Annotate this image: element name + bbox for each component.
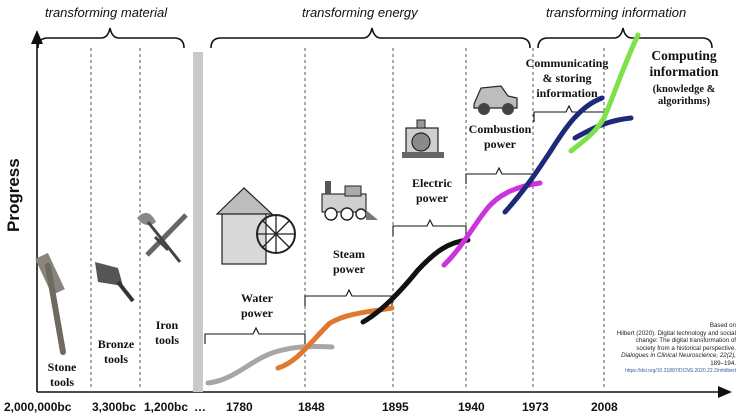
label-steam-power: Steam power <box>333 247 365 276</box>
label-bronze-tools: Bronze tools <box>97 337 135 366</box>
tick-1200bc: 1,200bc <box>144 400 189 414</box>
era-title-information: transforming information <box>546 5 687 20</box>
brace-electric <box>392 218 467 236</box>
brace-water <box>204 326 306 344</box>
label-combustion-power: Combustion power <box>468 122 532 151</box>
electric-curve <box>360 237 471 325</box>
era-title-energy: transforming energy <box>302 5 418 20</box>
tick-1780: 1780 <box>226 400 253 414</box>
y-axis-arrow <box>31 30 43 44</box>
label-iron-tools: Iron tools <box>155 318 179 347</box>
tick-ellipsis: … <box>194 400 206 414</box>
brace-material <box>37 27 185 49</box>
era-dividers <box>90 48 605 390</box>
water-mill-icon <box>215 187 296 265</box>
brace-information <box>537 27 713 49</box>
tick-3300bc: 3,300bc <box>92 400 137 414</box>
electric-generator-icon <box>402 119 444 158</box>
era-title-material: transforming material <box>45 5 168 20</box>
citation-doi-link[interactable]: https://doi.org/10.31887/DCNS.2020.22.2/… <box>625 367 736 374</box>
label-electric-power: Electric power <box>412 176 452 205</box>
axis-break-band <box>193 52 203 392</box>
steam-locomotive-icon <box>321 181 378 221</box>
steam-curve <box>275 305 395 371</box>
brace-communicating <box>533 104 605 122</box>
brace-steam <box>304 288 393 306</box>
label-computing-subtitle: (knowledge & algorithms) <box>652 84 716 107</box>
citation: Based on Hilbert (2020). Digital technol… <box>560 322 736 375</box>
tick-1848: 1848 <box>298 400 325 414</box>
x-axis-arrow <box>718 386 732 398</box>
communicating-curve-tail <box>572 115 634 141</box>
iron-sword-icon <box>145 213 188 257</box>
iron-axe-icon <box>137 212 182 263</box>
tick-1973: 1973 <box>522 400 549 414</box>
water-curve <box>205 344 335 386</box>
tick-1940: 1940 <box>458 400 485 414</box>
label-stone-tools: Stone tools <box>47 360 77 389</box>
combustion-car-icon <box>473 85 518 115</box>
communicating-curve <box>502 95 605 215</box>
era-braces <box>37 27 713 49</box>
progress-curves <box>205 32 641 386</box>
label-water-power: Water power <box>241 291 273 320</box>
brace-energy <box>210 27 531 49</box>
y-axis-label: Progress <box>4 158 23 232</box>
tick-2000000bc: 2,000,000bc <box>4 400 72 414</box>
tick-1895: 1895 <box>382 400 409 414</box>
brace-combustion <box>465 166 534 184</box>
bronze-tool-icon <box>95 262 135 303</box>
computing-curve <box>568 32 641 154</box>
combustion-curve <box>441 180 543 268</box>
label-computing-information: Computing information <box>649 48 719 79</box>
stone-tool-icon <box>35 252 66 355</box>
tick-2008: 2008 <box>591 400 618 414</box>
label-communicating-information: Communicating & storing information <box>525 56 609 100</box>
